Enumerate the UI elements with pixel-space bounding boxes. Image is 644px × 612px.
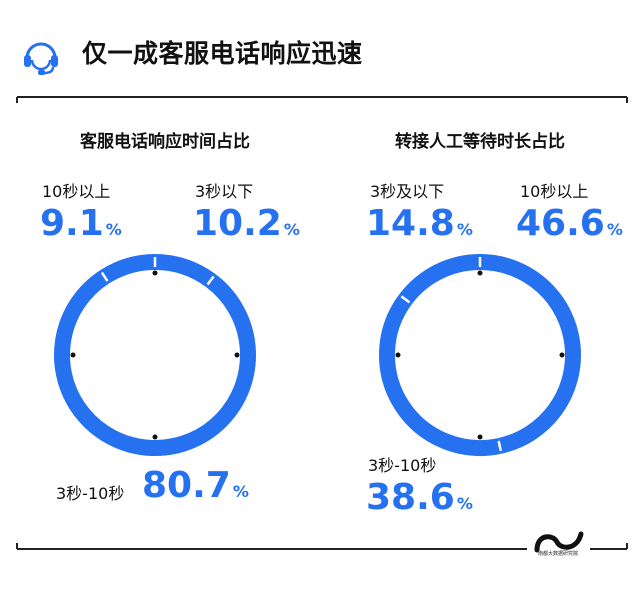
page-title: 仅一成客服电话响应迅速 xyxy=(82,39,363,68)
slice-arc xyxy=(100,254,156,284)
slice-label: 3秒及以下 xyxy=(370,182,445,201)
slice-arc xyxy=(54,270,256,456)
slice-value: 9.1% xyxy=(40,203,122,244)
slice-value: 14.8% xyxy=(366,203,473,244)
clock-dot xyxy=(152,270,158,276)
slice-label: 10秒以上 xyxy=(520,182,589,201)
ring-chart-2 xyxy=(379,254,581,456)
slice-label: 10秒以上 xyxy=(42,182,111,201)
logo-icon xyxy=(534,531,584,553)
slice-value: 80.7% xyxy=(142,465,249,506)
slice-value: 38.6% xyxy=(366,477,473,518)
slice-arc xyxy=(479,254,581,454)
slice-arc xyxy=(399,254,481,305)
slice-separator xyxy=(206,275,215,286)
clock-dot xyxy=(559,352,565,358)
slice-separator xyxy=(497,440,502,452)
clock-dot xyxy=(234,352,240,358)
clock-dot xyxy=(152,434,158,440)
slice-arc xyxy=(379,294,502,456)
logo-text: 南都大数据研究院 xyxy=(537,551,578,557)
chart-title-response-time: 客服电话响应时间占比 xyxy=(80,132,250,152)
clock-dot xyxy=(395,352,401,358)
slice-value: 10.2% xyxy=(193,203,300,244)
headset-icon xyxy=(24,42,58,75)
slice-label: 3秒以下 xyxy=(195,182,254,201)
slice-separator xyxy=(100,271,109,282)
chart-title-transfer-wait: 转接人工等待时长占比 xyxy=(395,132,565,152)
slice-arc xyxy=(154,254,216,288)
clock-dot xyxy=(70,352,76,358)
slice-value: 46.6% xyxy=(516,203,623,244)
ring-chart-1 xyxy=(54,254,256,456)
clock-dot xyxy=(477,270,483,276)
slice-separator xyxy=(400,295,411,304)
clock-dot xyxy=(477,434,483,440)
slice-label: 3秒-10秒 xyxy=(368,456,437,475)
slice-label: 3秒-10秒 xyxy=(56,484,125,503)
